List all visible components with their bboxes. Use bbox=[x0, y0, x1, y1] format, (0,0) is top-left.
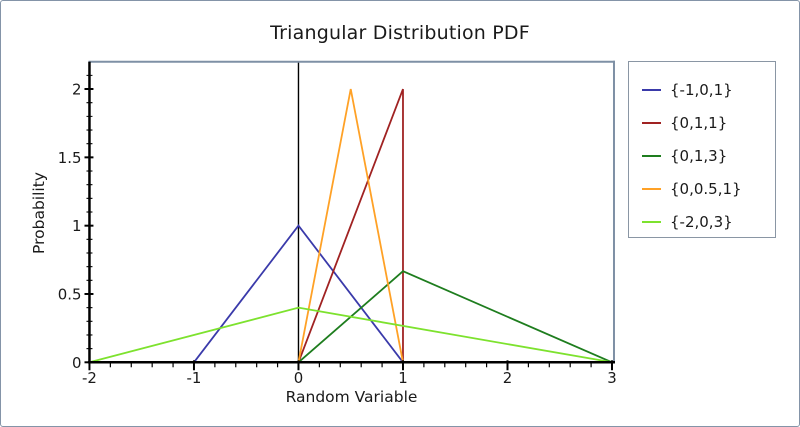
svg-text:1: 1 bbox=[398, 369, 407, 387]
svg-text:3: 3 bbox=[607, 369, 616, 387]
legend-item-label: {0,0.5,1} bbox=[670, 179, 742, 198]
x-axis-label: Random Variable bbox=[285, 388, 418, 406]
legend-swatch-line bbox=[642, 121, 661, 124]
svg-text:-1: -1 bbox=[187, 369, 202, 387]
legend-item-label: {-2,0,3} bbox=[670, 212, 733, 231]
legend-item: {-2,0,3} bbox=[642, 205, 775, 238]
svg-text:0: 0 bbox=[72, 354, 81, 372]
legend-swatch-line bbox=[642, 154, 661, 157]
chart-title: Triangular Distribution PDF bbox=[270, 22, 530, 44]
legend-item: {0,0.5,1} bbox=[642, 172, 775, 205]
svg-text:1: 1 bbox=[72, 217, 81, 235]
legend-item-label: {0,1,1} bbox=[670, 113, 728, 132]
legend-swatch-line bbox=[642, 220, 661, 223]
legend-item-label: {0,1,3} bbox=[670, 146, 728, 165]
legend-item-label: {-1,0,1} bbox=[670, 80, 733, 99]
legend-item: {-1,0,1} bbox=[642, 73, 775, 106]
svg-text:2: 2 bbox=[503, 369, 512, 387]
svg-text:0.5: 0.5 bbox=[58, 285, 82, 303]
legend: {-1,0,1} {0,1,1} {0,1,3} {0,0.5,1} {-2,0… bbox=[628, 61, 776, 238]
svg-text:0: 0 bbox=[294, 369, 303, 387]
legend-item: {0,1,3} bbox=[642, 139, 775, 172]
legend-item: {0,1,1} bbox=[642, 106, 775, 139]
svg-text:2: 2 bbox=[72, 81, 81, 99]
svg-text:-2: -2 bbox=[82, 369, 97, 387]
legend-swatch-line bbox=[642, 88, 661, 91]
y-axis-label: Probability bbox=[30, 172, 48, 254]
legend-swatch-line bbox=[642, 187, 661, 190]
svg-text:1.5: 1.5 bbox=[58, 149, 82, 167]
